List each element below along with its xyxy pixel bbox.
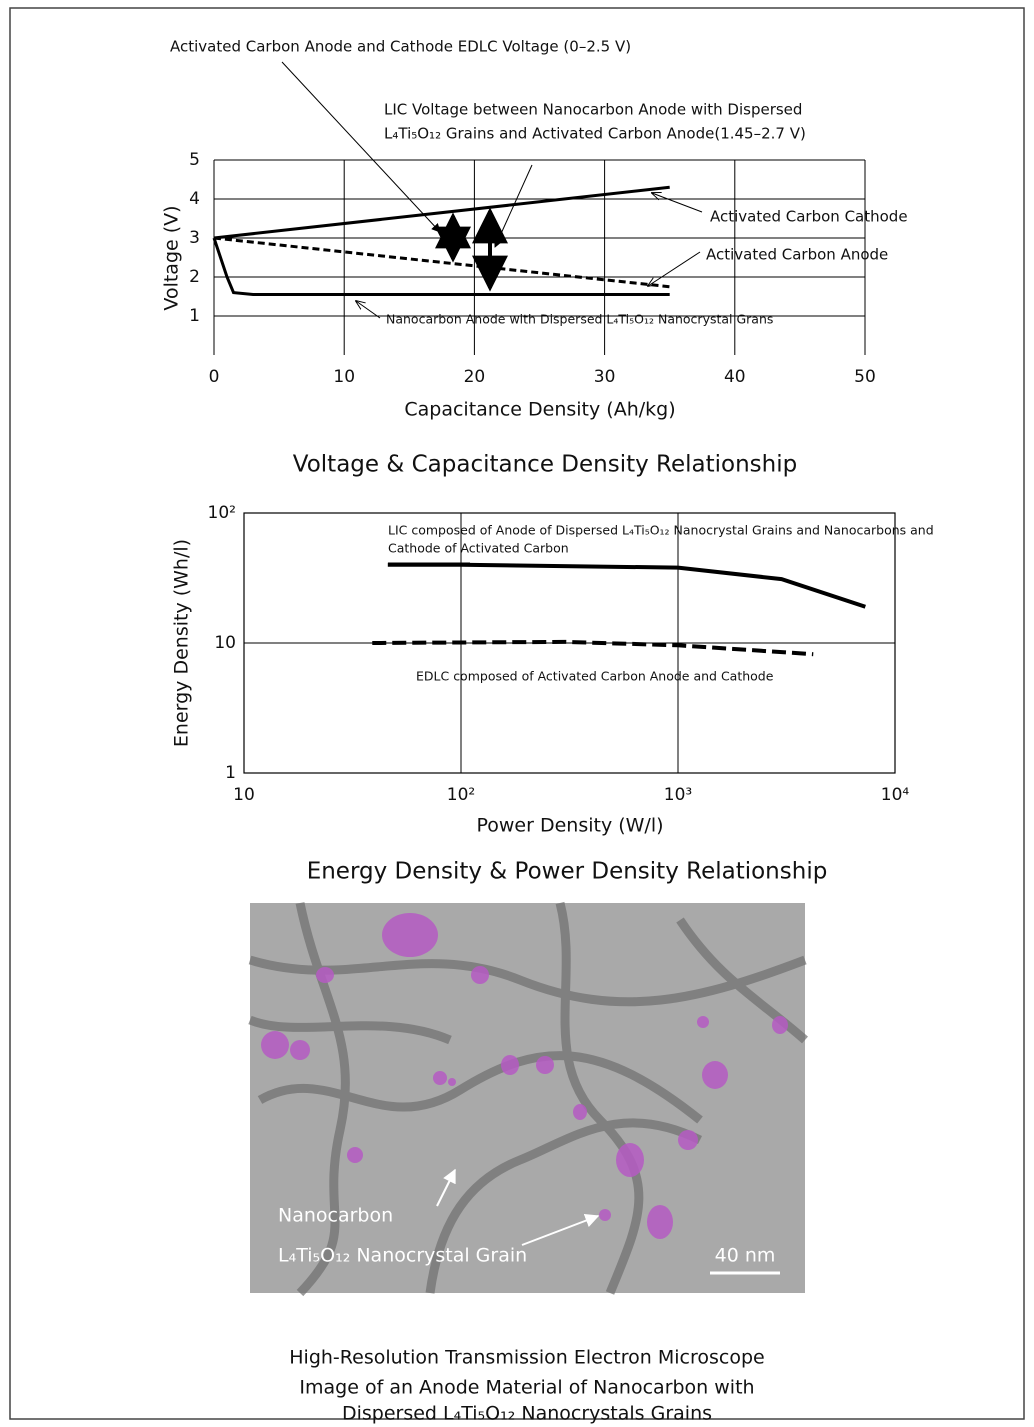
y-tick-label: 1	[225, 763, 236, 783]
series-line	[214, 187, 670, 238]
x-tick-label: 40	[724, 367, 746, 387]
caption: Dispersed L₄Ti₅O₁₂ Nanocrystals Grains	[342, 1403, 712, 1425]
annotation: LIC Voltage between Nanocarbon Anode wit…	[384, 101, 802, 119]
x-tick-label: 10²	[447, 785, 475, 805]
caption: Image of an Anode Material of Nanocarbon…	[299, 1377, 754, 1399]
y-tick-label: 5	[189, 150, 200, 170]
x-tick-label: 10³	[664, 785, 692, 805]
y-tick-label: 10	[214, 633, 236, 653]
y-tick-label: 4	[189, 189, 200, 209]
energy-chart: LIC composed of Anode of Dispersed L₄Ti₅…	[171, 503, 934, 885]
x-tick-label: 20	[464, 367, 486, 387]
series-label: EDLC composed of Activated Carbon Anode …	[416, 669, 774, 684]
page: Activated Carbon Anode and Cathode EDLC …	[0, 0, 1034, 1427]
caption: High-Resolution Transmission Electron Mi…	[289, 1347, 764, 1369]
scale-bar-label: 40 nm	[715, 1245, 776, 1267]
image-label: L₄Ti₅O₁₂ Nanocrystal Grain	[278, 1245, 527, 1267]
x-axis-label: Power Density (W/l)	[476, 815, 663, 837]
series-line	[214, 238, 670, 287]
x-tick-label: 50	[854, 367, 876, 387]
series-label: Cathode of Activated Carbon	[388, 541, 569, 556]
y-axis-label: Voltage (V)	[161, 205, 183, 310]
x-tick-label: 0	[209, 367, 220, 387]
chart-title: Voltage & Capacitance Density Relationsh…	[293, 452, 797, 478]
x-tick-label: 10	[333, 367, 355, 387]
y-tick-label: 1	[189, 306, 200, 326]
image-label: Nanocarbon	[278, 1205, 393, 1227]
series-label: Activated Carbon Cathode	[710, 208, 908, 226]
annotation: Activated Carbon Anode and Cathode EDLC …	[170, 38, 631, 56]
y-axis-label: Energy Density (Wh/l)	[171, 539, 193, 747]
series-label: LIC composed of Anode of Dispersed L₄Ti₅…	[388, 523, 934, 538]
series-label: Nanocarbon Anode with Dispersed L₄Ti₅O₁₂…	[386, 312, 773, 327]
y-tick-label: 3	[189, 228, 200, 248]
y-tick-label: 2	[189, 267, 200, 287]
chart-title: Energy Density & Power Density Relations…	[307, 859, 828, 885]
range-arrows	[453, 211, 490, 288]
x-tick-label: 10	[233, 785, 255, 805]
voltage-chart: Activated Carbon Anode and Cathode EDLC …	[161, 38, 908, 478]
tem-image: Nanocarbon L₄Ti₅O₁₂ Nanocrystal Grain 40…	[250, 903, 805, 1293]
series-line	[372, 642, 813, 654]
series-line	[388, 565, 866, 607]
y-tick-label: 10²	[208, 503, 236, 523]
x-axis-label: Capacitance Density (Ah/kg)	[404, 399, 675, 421]
series-label: Activated Carbon Anode	[706, 246, 888, 264]
annotation: L₄Ti₅O₁₂ Grains and Activated Carbon Ano…	[384, 125, 806, 143]
x-tick-label: 10⁴	[881, 785, 910, 805]
x-tick-label: 30	[594, 367, 616, 387]
